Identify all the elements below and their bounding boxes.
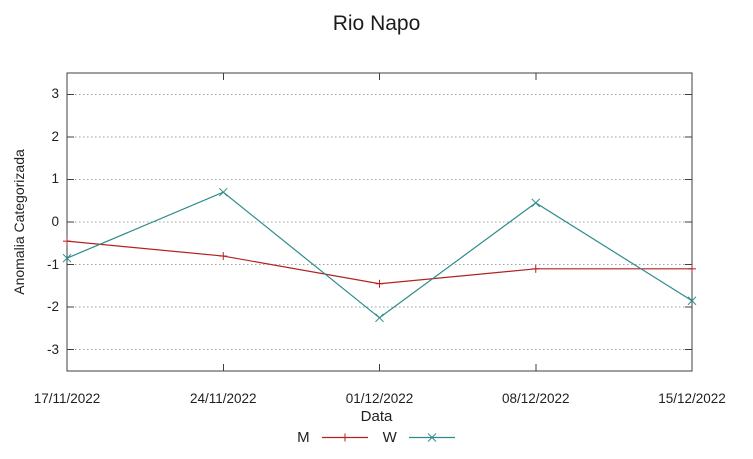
cross-marker-icon xyxy=(218,187,228,197)
cross-marker-icon xyxy=(427,433,437,442)
x-tick-label: 01/12/2022 xyxy=(345,391,414,406)
cross-marker-icon xyxy=(375,313,384,323)
y-tick-label: -3 xyxy=(46,341,59,357)
plot-border xyxy=(66,72,693,372)
legend-item: W xyxy=(383,429,456,446)
legend-line-sample-icon xyxy=(321,433,368,442)
legend-label: W xyxy=(382,429,397,446)
cross-marker-icon xyxy=(62,253,72,263)
legend: M W xyxy=(0,429,753,446)
x-tick-label: 17/11/2022 xyxy=(33,391,101,406)
legend-item: M xyxy=(297,429,369,446)
x-tick-label: 24/11/2022 xyxy=(189,391,257,406)
series-line-W xyxy=(66,191,693,319)
y-tick-label: 1 xyxy=(51,171,59,187)
chart-title: Rio Napo xyxy=(332,12,421,35)
y-tick-label: 2 xyxy=(51,128,59,144)
legend-line-sample-icon xyxy=(408,433,455,442)
cross-marker-icon xyxy=(531,198,541,208)
y-tick-label: -2 xyxy=(46,299,59,315)
x-tick-label: 08/12/2022 xyxy=(501,391,570,406)
legend-label: M xyxy=(297,429,310,446)
cross-marker-icon xyxy=(687,296,697,306)
y-tick-label: 3 xyxy=(51,86,59,102)
y-tick-label: 0 xyxy=(51,214,59,229)
x-tick-label: 15/12/2022 xyxy=(658,391,726,406)
y-tick-label: -1 xyxy=(46,256,59,272)
series-line-M xyxy=(66,240,692,285)
x-axis-label: Data xyxy=(360,408,393,425)
